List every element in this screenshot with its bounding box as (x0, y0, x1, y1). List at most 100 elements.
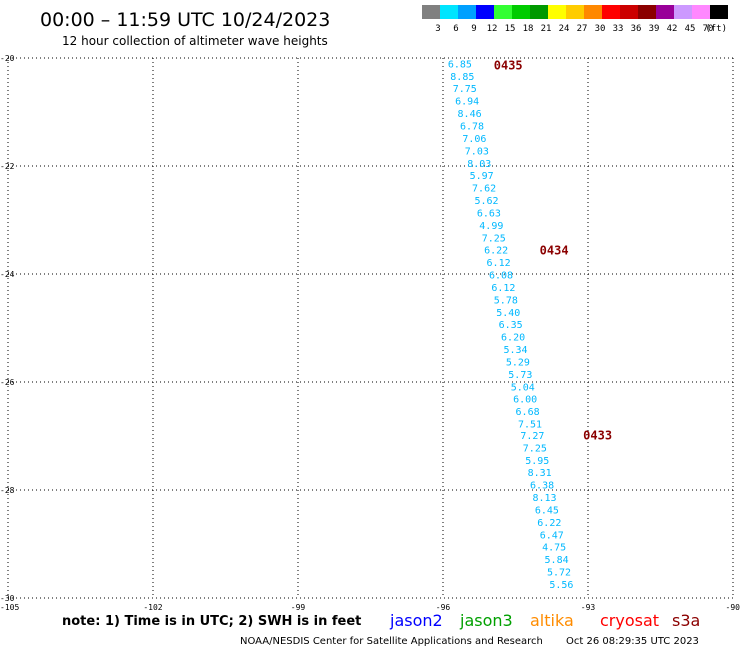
wave-height-point: 6.47 (540, 530, 564, 541)
wave-height-color-legend: 3 6 9 12 15 18 21 24 27 30 33 36 39 42 45 70(ft) (422, 5, 728, 34)
wave-height-point: 6.22 (537, 518, 561, 529)
y-tick-label: -26 (0, 378, 15, 387)
wave-height-point: 8.46 (458, 109, 482, 120)
wave-height-point: 8.31 (528, 468, 552, 479)
time-marker: 0433 (583, 428, 612, 442)
legend-swatch (692, 5, 710, 19)
y-tick-label: -28 (0, 486, 15, 495)
wave-height-point: 7.25 (482, 233, 506, 244)
legend-bin-label: 15 (505, 24, 516, 34)
wave-height-point: 7.06 (462, 134, 486, 145)
wave-height-point: 6.22 (484, 246, 508, 257)
wave-height-point: 5.72 (547, 568, 571, 579)
legend-bin-label: 6 (453, 24, 458, 34)
wave-height-point: 6.38 (530, 481, 554, 492)
x-tick-label: -93 (581, 603, 596, 612)
legend-bin-label: 24 (559, 24, 570, 34)
legend-swatch (422, 5, 440, 19)
legend-swatch (440, 5, 458, 19)
wave-height-point: 7.03 (465, 146, 489, 157)
legend-bin-label: 9 (471, 24, 476, 34)
legend-swatch (458, 5, 476, 19)
wave-height-data-labels: 6.85 8.857.75 6.948.46 6.787.067.03 8.035.97… (448, 59, 574, 591)
wave-height-point: 6.85 (448, 59, 472, 70)
legend-bin-label: 33 (613, 24, 624, 34)
legend-swatch (710, 5, 728, 19)
wave-height-point: 7.62 (472, 184, 496, 195)
chart-title: 00:00 – 11:59 UTC 10/24/2023 (40, 9, 330, 31)
legend-bin-label: 36 (631, 24, 642, 34)
legend-swatch (548, 5, 566, 19)
wave-height-point: 6.78 (460, 122, 484, 133)
time-markers: 0435 0434 0433 (494, 58, 612, 442)
wave-height-point: 8.03 (467, 159, 491, 170)
legend-bin-label: 70 (703, 24, 714, 34)
legend-unit: (ft) (705, 24, 727, 34)
satellite-cryosat: cryosat (600, 611, 659, 630)
satellite-jason3: jason3 (459, 611, 513, 630)
wave-height-point: 6.00 (513, 395, 537, 406)
satellite-legend: jason2 jason3 altika cryosat s3a (389, 611, 700, 630)
legend-swatch (656, 5, 674, 19)
wave-height-point: 5.34 (503, 345, 527, 356)
chart-subtitle: 12 hour collection of altimeter wave hei… (62, 34, 328, 48)
legend-bin-label: 12 (487, 24, 498, 34)
legend-bin-label: 45 (685, 24, 696, 34)
wave-height-point: 6.68 (516, 407, 540, 418)
x-tick-label: -105 (0, 603, 19, 612)
x-tick-label: -99 (291, 603, 306, 612)
legend-swatch (638, 5, 656, 19)
wave-height-point: 5.40 (496, 308, 520, 319)
wave-height-point: 4.75 (542, 543, 566, 554)
legend-swatch (530, 5, 548, 19)
wave-height-point: 6.35 (499, 320, 523, 331)
satellite-altika: altika (530, 611, 574, 630)
wave-height-point: 7.51 (518, 420, 542, 431)
x-tick-label: -90 (726, 603, 740, 612)
legend-bin-label: 42 (667, 24, 678, 34)
wave-height-point: 5.56 (549, 580, 573, 591)
legend-swatch (674, 5, 692, 19)
wave-height-point: 6.12 (491, 283, 515, 294)
footer-timestamp: Oct 26 08:29:35 UTC 2023 (566, 636, 699, 647)
y-tick-label: -20 (0, 54, 15, 63)
x-tick-label: -96 (436, 603, 451, 612)
axis-tick-labels: -20 -22 -24 -26 -28 -30-105 -102 -99 -96 -93 -90 (0, 54, 740, 612)
legend-swatch (620, 5, 638, 19)
wave-height-point: 4.99 (479, 221, 503, 232)
wave-height-point: 8.85 (450, 72, 474, 83)
satellite-jason2: jason2 (389, 611, 443, 630)
wave-height-point: 5.29 (506, 357, 530, 368)
wave-height-point: 5.84 (545, 555, 569, 566)
satellite-s3a: s3a (672, 611, 700, 630)
footer-note: note: 1) Time is in UTC; 2) SWH is in fe… (62, 614, 361, 629)
legend-swatch (512, 5, 530, 19)
y-tick-label: -22 (0, 162, 15, 171)
legend-bin-label: 21 (541, 24, 552, 34)
wave-height-point: 6.12 (487, 258, 511, 269)
legend-swatch (584, 5, 602, 19)
legend-swatch (566, 5, 584, 19)
wave-height-point: 7.75 (453, 84, 477, 95)
wave-height-point: 6.94 (455, 97, 479, 108)
wave-height-point: 5.97 (470, 171, 494, 182)
legend-bin-label: 3 (435, 24, 440, 34)
wave-height-point: 5.95 (525, 456, 549, 467)
wave-height-point: 6.63 (477, 208, 501, 219)
wave-height-point: 6.08 (489, 271, 513, 282)
legend-bin-label: 39 (649, 24, 660, 34)
wave-height-point: 6.45 (535, 505, 559, 516)
time-marker: 0434 (540, 244, 569, 258)
time-marker: 0435 (494, 58, 523, 72)
footer-credit: NOAA/NESDIS Center for Satellite Applica… (240, 636, 543, 647)
wave-height-point: 7.27 (520, 431, 544, 442)
legend-bin-label: 30 (595, 24, 606, 34)
wave-height-point: 7.25 (523, 443, 547, 454)
wave-height-point: 5.62 (474, 196, 498, 207)
wave-height-point: 5.73 (508, 370, 532, 381)
legend-swatch (476, 5, 494, 19)
wave-height-point: 5.78 (494, 295, 518, 306)
chart-grid (7, 57, 734, 599)
legend-bin-label: 18 (523, 24, 534, 34)
